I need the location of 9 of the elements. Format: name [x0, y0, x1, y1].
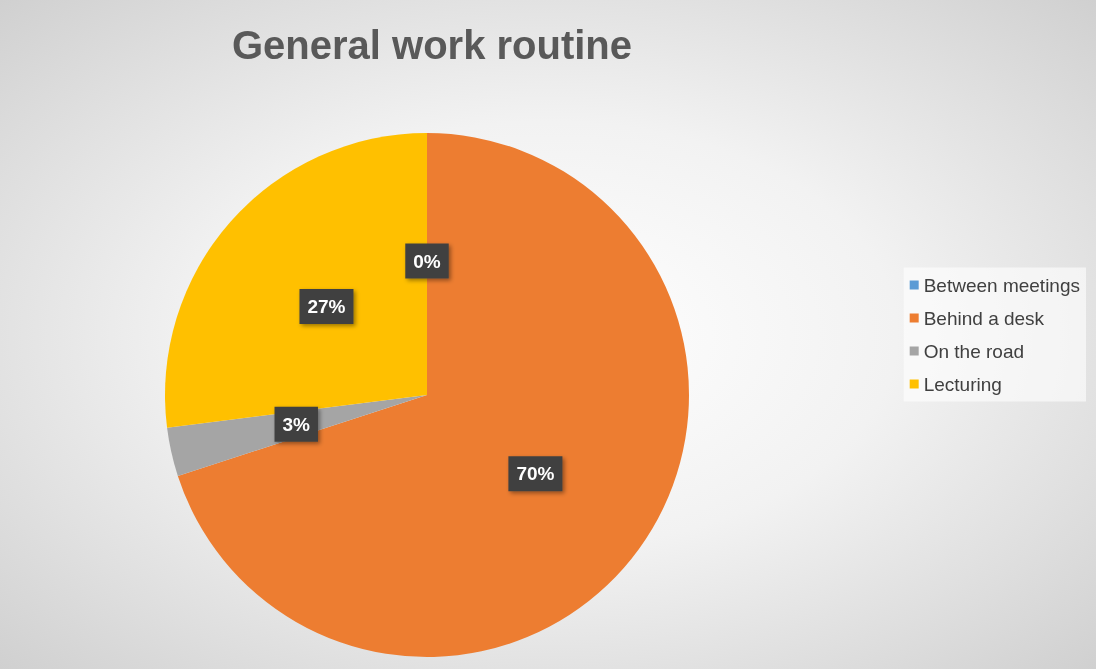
legend-label: Between meetings	[923, 274, 1081, 296]
data-label: 70%	[516, 463, 555, 485]
chart-title: General work routine	[231, 23, 633, 67]
data-label: 27%	[307, 295, 346, 317]
legend-label: On the road	[923, 340, 1025, 362]
data-label: 3%	[282, 413, 311, 435]
text: 0%	[413, 250, 441, 272]
legend-label: Lecturing	[923, 373, 1002, 395]
legend-label: Behind a desk	[923, 307, 1045, 329]
